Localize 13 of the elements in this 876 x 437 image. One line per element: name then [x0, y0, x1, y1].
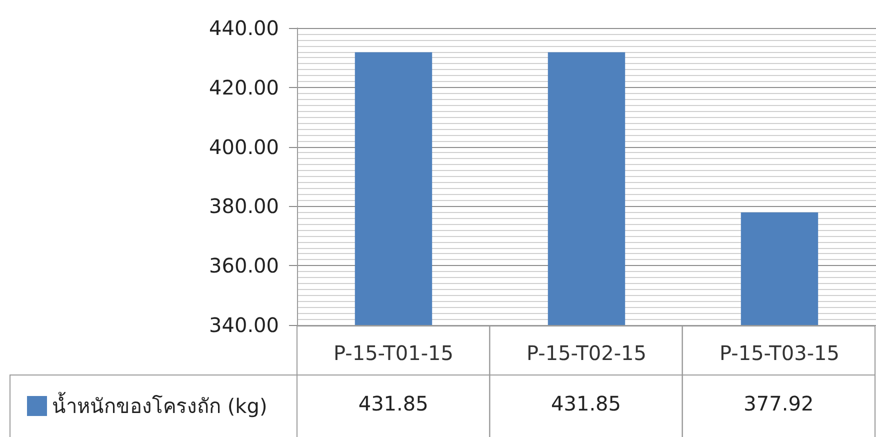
- y-tick-label: 420.00: [209, 75, 279, 100]
- x-tick-label: P-15-T03-15: [720, 341, 840, 365]
- x-tick-label: P-15-T01-15: [334, 341, 454, 365]
- legend-label: น้ำหนักของโครงถัก (kg): [52, 392, 268, 418]
- x-tick-label: P-15-T02-15: [526, 341, 646, 365]
- y-tick-label: 360.00: [209, 254, 279, 278]
- data-label: 377.92: [744, 392, 814, 416]
- y-tick-label: 340.00: [209, 313, 279, 337]
- y-tick-label: 380.00: [209, 194, 279, 218]
- y-tick-label: 440.00: [209, 16, 279, 40]
- data-label: 431.85: [551, 392, 621, 416]
- y-tick-label: 400.00: [209, 134, 279, 159]
- data-label: 431.85: [358, 392, 428, 416]
